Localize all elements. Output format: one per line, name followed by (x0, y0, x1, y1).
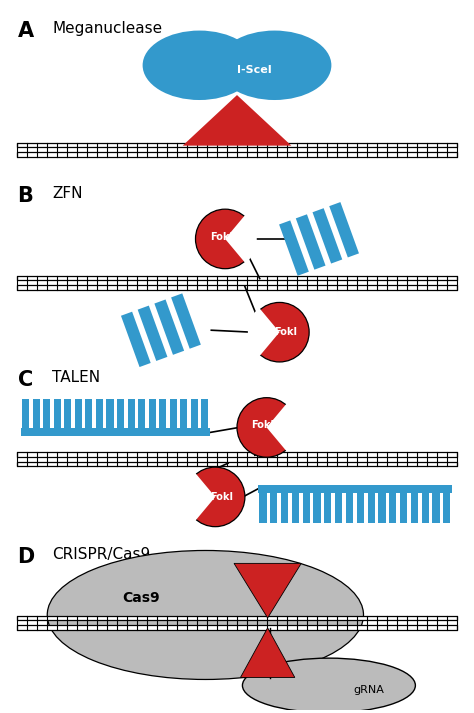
Text: CRISPR/Cas9: CRISPR/Cas9 (52, 546, 150, 562)
Bar (149, 399, 155, 429)
Bar (17, 285, 457, 289)
Bar (17, 625, 457, 630)
Bar (43, 399, 50, 429)
Bar (17, 143, 457, 147)
Ellipse shape (242, 658, 415, 713)
Bar (17, 276, 457, 280)
Text: FokI: FokI (210, 232, 233, 242)
Bar (159, 399, 166, 429)
Bar (346, 493, 353, 523)
Bar (421, 493, 429, 523)
Bar (292, 493, 299, 523)
Text: A: A (18, 21, 34, 41)
Ellipse shape (143, 31, 256, 100)
Ellipse shape (218, 31, 331, 100)
Polygon shape (182, 95, 292, 145)
Text: ZFN: ZFN (52, 186, 82, 201)
Bar (324, 493, 331, 523)
Text: FokI: FokI (251, 421, 274, 431)
Bar (121, 312, 151, 367)
Circle shape (237, 398, 296, 457)
Bar (170, 399, 177, 429)
Bar (432, 493, 440, 523)
Bar (389, 493, 396, 523)
Bar (17, 462, 457, 466)
Bar (443, 493, 450, 523)
Wedge shape (225, 215, 257, 263)
Bar (335, 493, 342, 523)
Bar (367, 493, 375, 523)
Bar (117, 399, 124, 429)
Text: I-SceI: I-SceI (237, 66, 272, 76)
Bar (329, 202, 359, 257)
Circle shape (250, 302, 309, 362)
Wedge shape (267, 403, 298, 452)
Text: C: C (18, 370, 33, 390)
Bar (107, 399, 113, 429)
Text: FokI: FokI (210, 492, 233, 502)
Wedge shape (248, 308, 280, 356)
Bar (33, 399, 40, 429)
Bar (137, 306, 167, 361)
Text: Meganuclease: Meganuclease (52, 21, 162, 36)
Bar (302, 493, 310, 523)
Bar (279, 220, 309, 276)
Bar (259, 493, 266, 523)
Bar (400, 493, 407, 523)
Text: D: D (18, 546, 35, 567)
Polygon shape (240, 628, 295, 677)
Text: Cas9: Cas9 (122, 591, 160, 605)
Circle shape (186, 467, 245, 527)
Bar (411, 493, 418, 523)
Bar (357, 493, 364, 523)
Bar (313, 493, 321, 523)
Text: FokI: FokI (274, 327, 297, 337)
Bar (281, 493, 288, 523)
Polygon shape (234, 563, 301, 618)
Bar (22, 399, 29, 429)
Bar (155, 299, 184, 355)
Bar (258, 485, 453, 493)
Bar (296, 215, 326, 270)
Bar (64, 399, 72, 429)
Text: B: B (18, 186, 34, 206)
Bar (191, 399, 198, 429)
Bar (17, 616, 457, 620)
Bar (378, 493, 385, 523)
Circle shape (195, 209, 255, 269)
Bar (138, 399, 145, 429)
Bar (75, 399, 82, 429)
Bar (20, 429, 210, 436)
Bar (171, 293, 201, 349)
Bar (312, 208, 342, 264)
Text: gRNA: gRNA (353, 685, 384, 695)
Wedge shape (183, 473, 215, 521)
Ellipse shape (47, 550, 364, 679)
Bar (17, 152, 457, 157)
Bar (54, 399, 61, 429)
Bar (17, 452, 457, 457)
Bar (201, 399, 209, 429)
Bar (128, 399, 135, 429)
Bar (96, 399, 103, 429)
Bar (180, 399, 187, 429)
Text: TALEN: TALEN (52, 370, 100, 385)
Bar (85, 399, 92, 429)
Bar (270, 493, 277, 523)
